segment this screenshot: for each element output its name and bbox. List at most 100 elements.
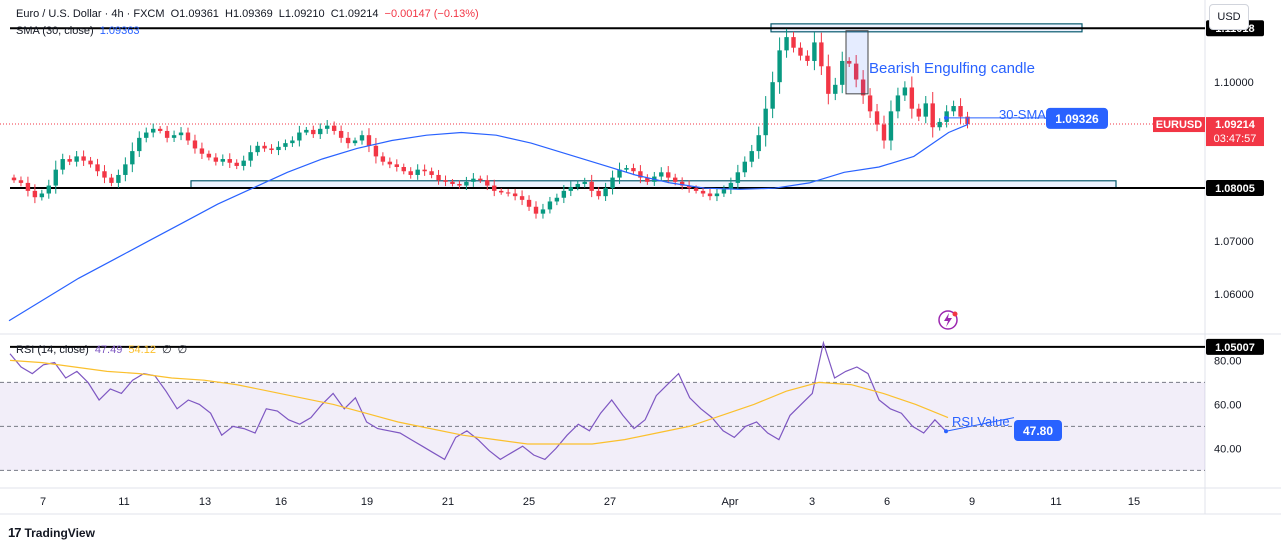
time-tick: 16 <box>275 496 287 508</box>
candle-body <box>185 132 191 141</box>
candle-body <box>958 106 963 117</box>
candle-body <box>937 121 942 128</box>
currency-button[interactable]: USD <box>1209 4 1249 30</box>
candle-body <box>436 174 441 181</box>
candle-body <box>867 95 873 112</box>
candle-body <box>123 164 128 175</box>
time-tick: 15 <box>1128 496 1140 508</box>
time-tick: Apr <box>721 496 738 508</box>
candle-body <box>74 156 79 162</box>
candle-body <box>352 140 358 144</box>
candle-body <box>784 37 789 51</box>
rsi-tick: 80.00 <box>1214 355 1242 367</box>
sma-annotation-label: 30-SMA <box>999 107 1046 122</box>
candle-body <box>95 164 100 172</box>
candle-body <box>164 130 170 138</box>
lightning-icon-dot <box>952 311 958 317</box>
candle-body <box>137 137 142 152</box>
candle-body <box>88 160 93 165</box>
rsi-value: 47.49 <box>94 344 123 356</box>
candle-body <box>700 190 706 194</box>
sma-tag <box>1046 107 1108 129</box>
candle-body <box>443 180 448 182</box>
candle-body <box>679 181 685 186</box>
candle-body <box>394 164 399 167</box>
candle-body <box>582 181 587 184</box>
candle-body <box>151 128 156 133</box>
candle-body <box>359 135 365 141</box>
candle-body <box>144 132 149 138</box>
candle-body <box>610 177 615 189</box>
candle-body <box>331 125 337 131</box>
candle-body <box>909 87 915 109</box>
sma-30-line[interactable] <box>8 117 969 322</box>
candle-body <box>777 50 782 83</box>
candle-body <box>930 103 935 128</box>
candle-body <box>192 140 198 149</box>
rsi-tick: 40.00 <box>1214 443 1242 455</box>
ohlc-high: H1.09369 <box>225 8 273 20</box>
bearish-engulfing-box[interactable] <box>845 30 869 95</box>
candle-body <box>881 124 887 141</box>
level-tag-support <box>1206 179 1264 196</box>
rsi-header[interactable]: RSI (14, close) 47.49 54.12 ∅ ∅ <box>16 343 190 356</box>
sma-tag-text: 1.09326 <box>1055 112 1099 126</box>
candle-body <box>283 143 288 147</box>
level-tag-bottom_level <box>1206 338 1264 355</box>
time-tick: 11 <box>1050 496 1061 508</box>
candle-body <box>798 47 803 56</box>
candle-body <box>464 181 469 186</box>
candle-body <box>951 106 956 112</box>
candle-body <box>18 180 24 183</box>
rsi-ma-line[interactable] <box>9 359 949 445</box>
countdown-text: 03:47:57 <box>1214 133 1257 145</box>
sma-value: 1.09363 <box>99 25 140 37</box>
candle-body <box>519 196 525 200</box>
candle-body <box>575 183 580 188</box>
candle-body <box>533 206 539 214</box>
candle-body <box>373 145 379 157</box>
candle-body <box>728 182 734 190</box>
rsi-ma-value: 54.12 <box>128 344 156 356</box>
candle-body <box>53 169 58 186</box>
candle-body <box>255 145 260 153</box>
candle-body <box>902 87 908 96</box>
candle-body <box>39 193 45 198</box>
candle-body <box>742 161 747 173</box>
candle-body <box>860 79 866 96</box>
candle-body <box>262 145 267 149</box>
candle-body <box>512 193 518 197</box>
sma-label: SMA (30, close) <box>16 25 94 37</box>
price-tick: 1.10000 <box>1214 77 1254 89</box>
rsi-tag <box>1014 420 1062 441</box>
tradingview-logo[interactable]: 17 TradingView <box>8 525 95 540</box>
time-tick: 3 <box>809 496 815 508</box>
candle-body <box>659 172 664 177</box>
candle-body <box>116 174 121 183</box>
candle-body <box>213 157 219 162</box>
candle-body <box>297 132 302 141</box>
candle-body <box>826 66 831 94</box>
candle-body <box>401 167 406 172</box>
candle-body <box>32 190 38 198</box>
candle-body <box>624 168 629 170</box>
candle-body <box>67 159 72 162</box>
candle-body <box>485 180 490 186</box>
candle-body <box>840 60 845 85</box>
candle-body <box>11 177 17 181</box>
rsi-line[interactable] <box>9 340 947 461</box>
candle-body <box>60 159 65 170</box>
candle-body <box>791 37 796 48</box>
candle-body <box>109 177 114 183</box>
candle-body <box>819 42 824 67</box>
candle-body <box>366 135 372 146</box>
candle-body <box>227 159 232 163</box>
candle-body <box>408 171 413 175</box>
candle-body <box>25 182 31 191</box>
candle-body <box>429 171 434 175</box>
candle-body <box>471 178 476 182</box>
sma-header[interactable]: SMA (30, close) 1.09363 <box>16 25 142 37</box>
candle-body <box>338 130 344 138</box>
candle-body <box>318 128 323 135</box>
